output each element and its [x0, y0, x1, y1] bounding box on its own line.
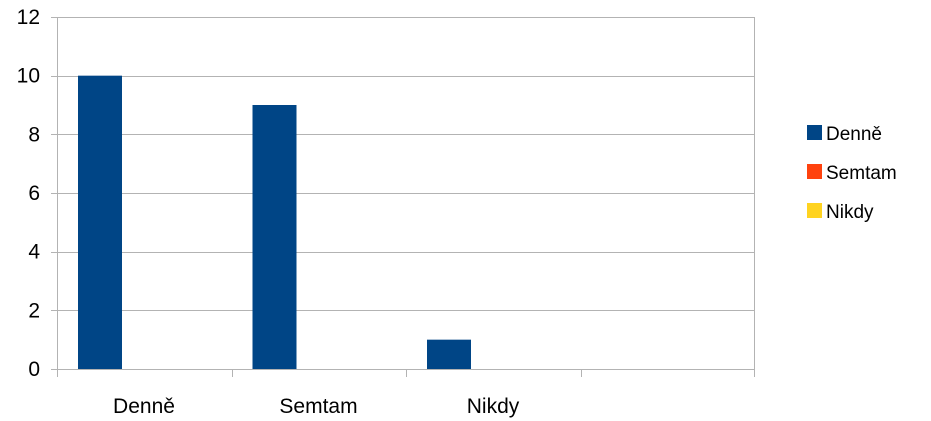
x-tick-label: Nikdy	[467, 395, 520, 418]
legend-swatch	[807, 203, 822, 218]
y-tick-label: 6	[28, 182, 40, 205]
x-tick-label: Semtam	[279, 395, 357, 418]
legend: Denně Semtam Nikdy	[807, 124, 897, 223]
plot-area: 0 2 4 6 8 10 12 Denně Semtam Nikdy	[17, 6, 755, 418]
y-tick-label: 2	[28, 299, 40, 322]
y-tick-label: 12	[17, 6, 40, 29]
y-tick-label: 10	[17, 65, 40, 88]
bar-denn--1	[252, 105, 297, 369]
y-tick-label: 8	[28, 123, 40, 146]
legend-label: Denně	[826, 124, 882, 145]
bar-denn--2	[427, 339, 471, 369]
y-tick-label: 4	[28, 241, 40, 264]
legend-label: Semtam	[826, 163, 897, 184]
legend-swatch	[807, 164, 822, 179]
y-tick-label: 0	[28, 358, 40, 381]
x-tick-label: Denně	[113, 395, 175, 418]
legend-swatch	[807, 125, 822, 140]
legend-label: Nikdy	[826, 202, 874, 223]
bar-denn--0	[78, 75, 122, 370]
